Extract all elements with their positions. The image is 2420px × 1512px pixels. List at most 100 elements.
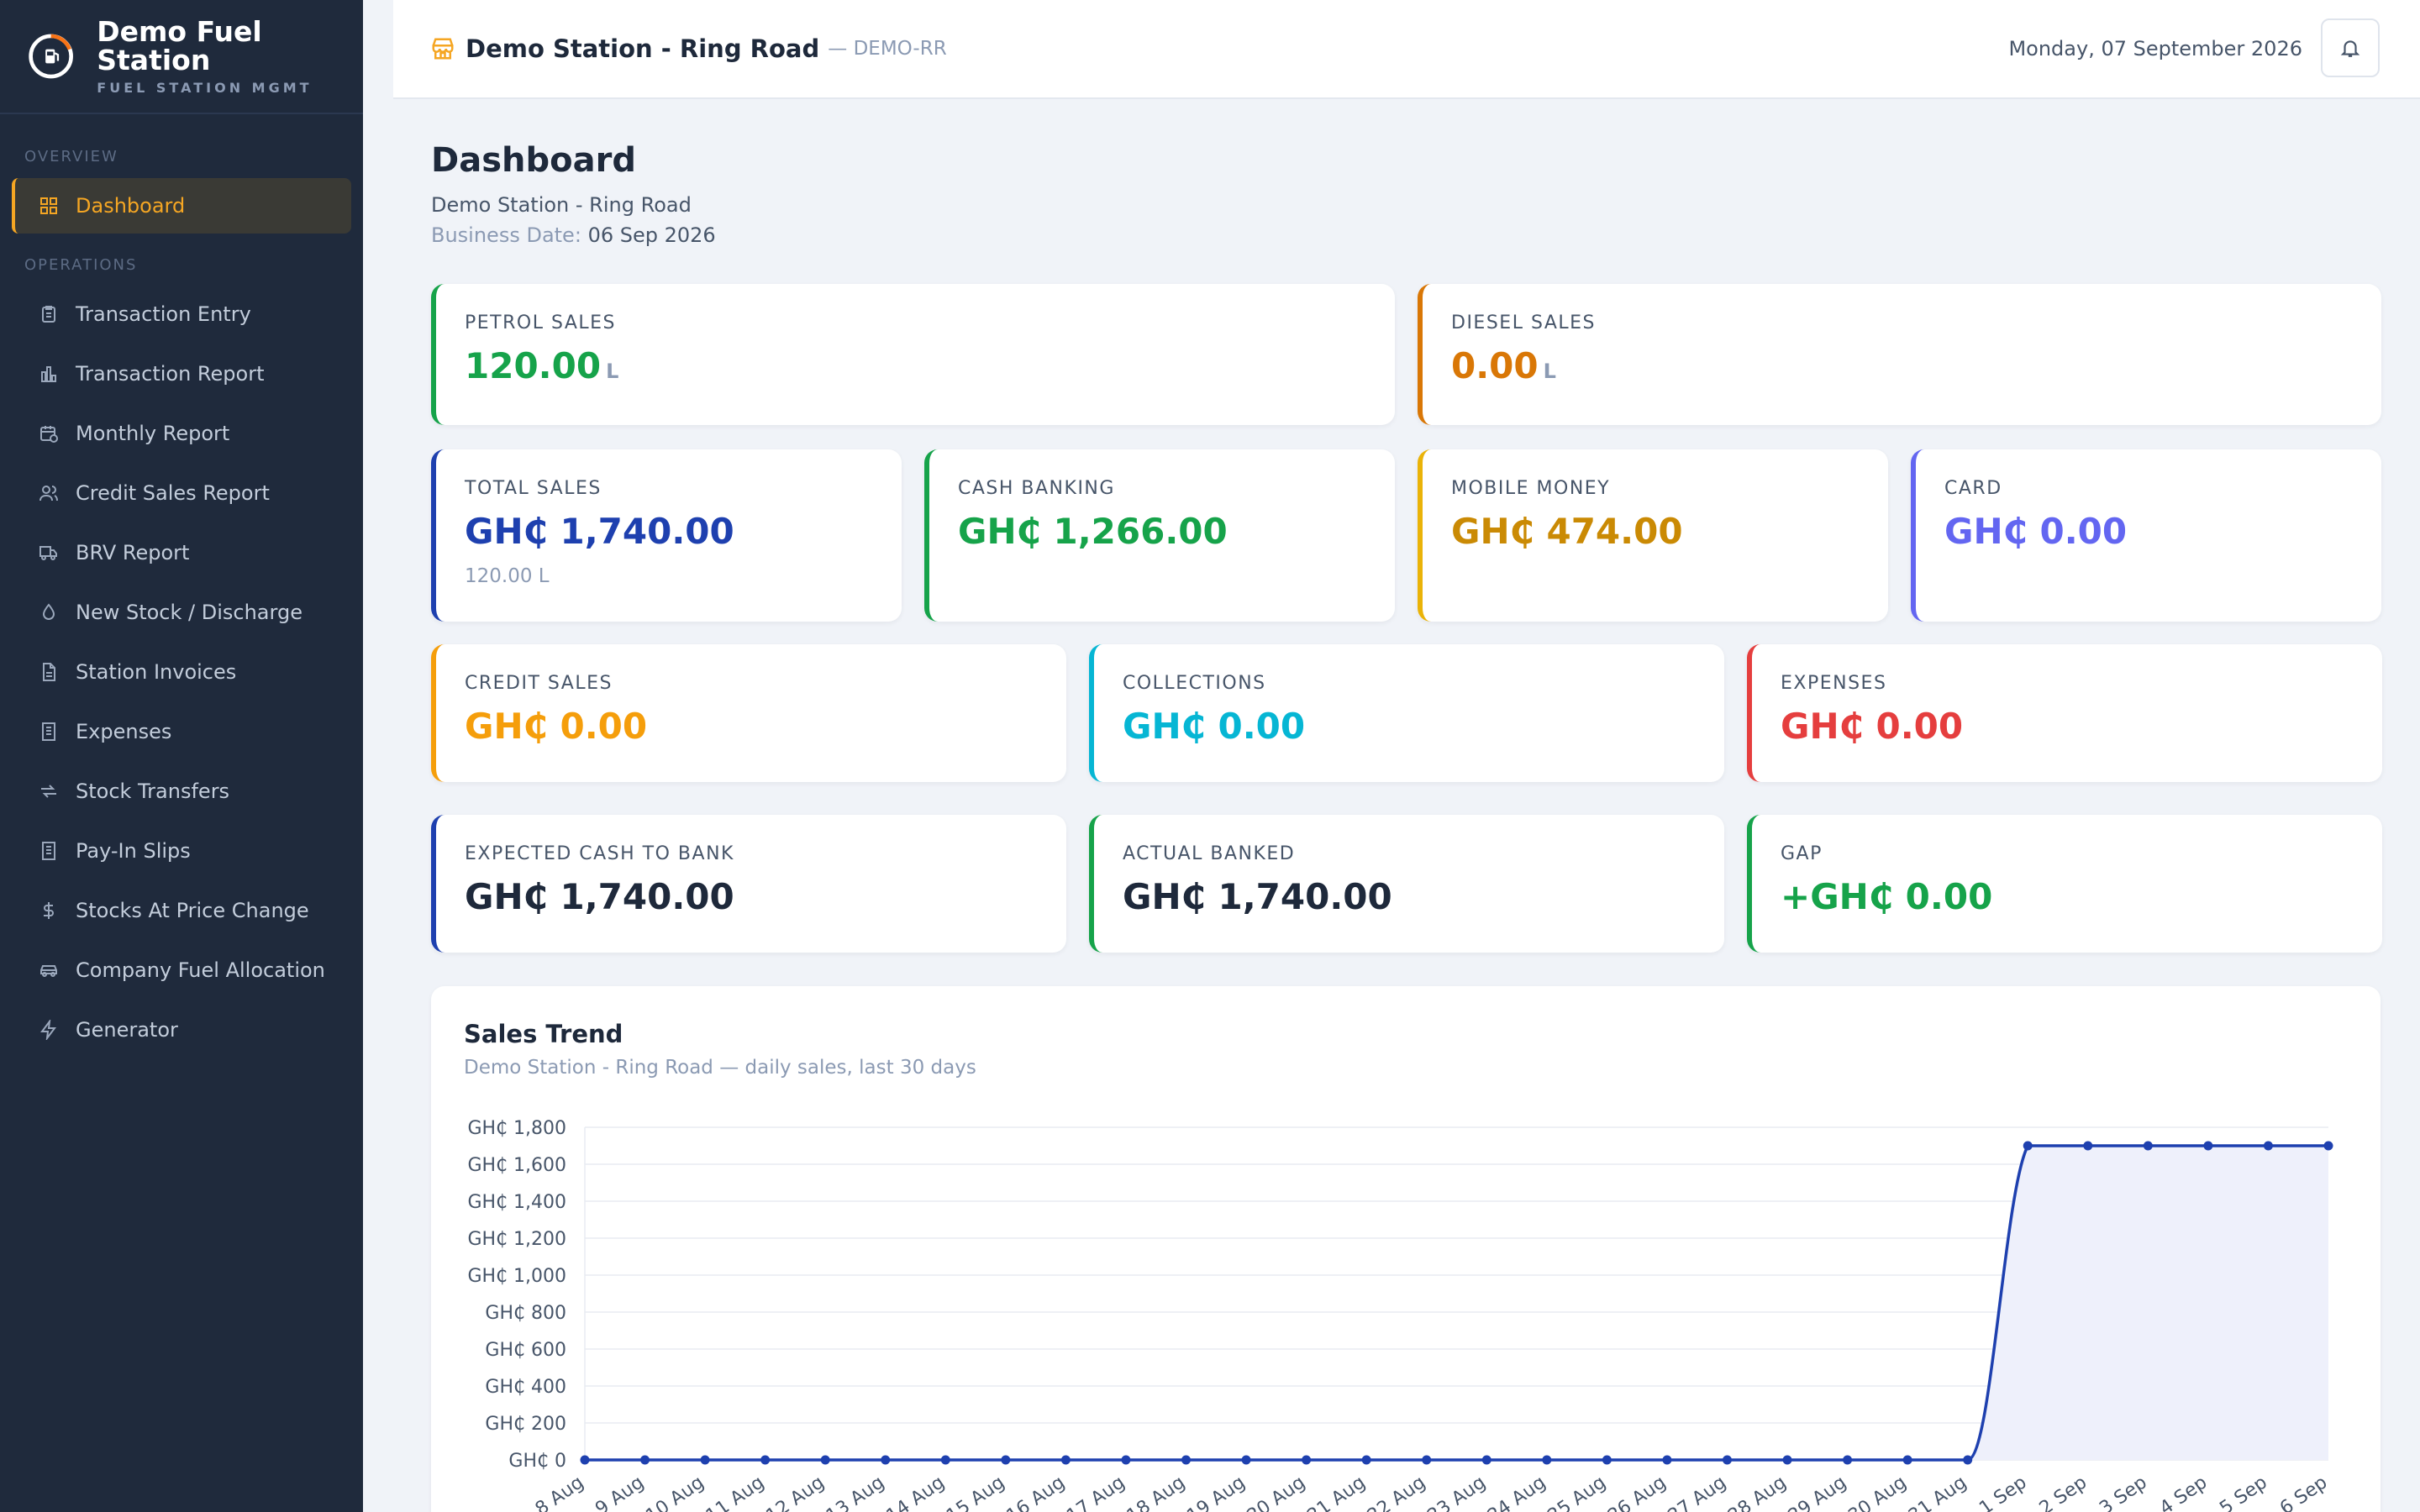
x-tick-label: 21 Aug — [1303, 1472, 1369, 1512]
sidebar-item-transaction-report[interactable]: Transaction Report — [12, 346, 351, 402]
sidebar-item-company-fuel-allocation[interactable]: Company Fuel Allocation — [12, 942, 351, 998]
brand[interactable]: Demo Fuel Station FUEL STATION MGMT — [0, 0, 363, 114]
data-point — [760, 1455, 771, 1465]
clipboard-icon — [37, 302, 60, 326]
data-point — [2083, 1141, 2093, 1151]
card-value: GH₵ 0.00 — [1123, 706, 1306, 747]
x-tick-label: 31 Aug — [1905, 1472, 1970, 1512]
data-point — [1662, 1455, 1672, 1465]
sidebar-item-label: Credit Sales Report — [76, 481, 270, 505]
x-tick-label: 1 Sep — [1975, 1472, 2031, 1512]
grid-icon — [37, 194, 60, 218]
chart-subtitle: Demo Station - Ring Road — daily sales, … — [464, 1057, 976, 1079]
sidebar-item-transaction-entry[interactable]: Transaction Entry — [12, 286, 351, 342]
app-name: Demo Fuel Station — [97, 14, 262, 76]
data-point — [1782, 1455, 1792, 1465]
x-tick-label: 15 Aug — [943, 1472, 1008, 1512]
car-icon — [37, 958, 60, 982]
nav-section-operations: OPERATIONS — [24, 256, 138, 274]
x-tick-label: 29 Aug — [1785, 1472, 1850, 1512]
sales-trend-card: Sales Trend Demo Station - Ring Road — d… — [431, 986, 2381, 1512]
data-point — [1481, 1455, 1491, 1465]
x-tick-label: 25 Aug — [1544, 1472, 1610, 1512]
sidebar-item-dashboard[interactable]: Dashboard — [12, 178, 351, 234]
sidebar-item-label: Transaction Report — [76, 362, 265, 386]
store-icon — [432, 38, 454, 60]
business-date-label: Business Date: — [431, 223, 581, 247]
data-point — [1181, 1455, 1192, 1465]
sales-trend-chart: GH₵ 0 GH₵ 200 GH₵ 400 GH₵ 600 GH₵ 800 GH₵ 1,0… — [467, 1118, 2333, 1512]
users-icon — [37, 481, 60, 505]
card-value: +GH₵ 0.00 — [1781, 876, 1993, 917]
data-point — [1843, 1455, 1853, 1465]
sidebar-item-label: New Stock / Discharge — [76, 601, 302, 624]
app-subtitle: FUEL STATION MGMT — [97, 79, 313, 96]
y-tick-label: GH₵ 1,600 — [467, 1155, 566, 1176]
sidebar-item-credit-sales-report[interactable]: Credit Sales Report — [12, 465, 351, 521]
x-tick-label: 6 Sep — [2276, 1472, 2332, 1512]
card-value: GH₵ 0.00 — [1944, 511, 2128, 552]
notifications-button[interactable] — [2321, 18, 2380, 77]
card-note: 120.00 L — [465, 565, 550, 587]
y-tick-label: GH₵ 1,400 — [467, 1192, 566, 1213]
bell-icon — [2340, 40, 2360, 57]
sidebar-item-label: Transaction Entry — [76, 302, 251, 326]
x-tick-label: 28 Aug — [1724, 1472, 1790, 1512]
arrows-icon — [37, 780, 60, 803]
sidebar-item-label: Company Fuel Allocation — [76, 958, 325, 982]
actual-banked-card: ACTUAL BANKED GH₵ 1,740.00 — [1089, 815, 1724, 953]
data-point — [1302, 1455, 1312, 1465]
series-area — [585, 1146, 2328, 1460]
cash-banking-card: CASH BANKING GH₵ 1,266.00 — [924, 449, 1395, 622]
sidebar-item-stocks-at-price-change[interactable]: Stocks At Price Change — [12, 883, 351, 938]
sidebar-item-label: Generator — [76, 1018, 178, 1042]
sidebar-item-label: Dashboard — [76, 194, 186, 218]
x-tick-label: 16 Aug — [1003, 1472, 1069, 1512]
sidebar-item-generator[interactable]: Generator — [12, 1002, 351, 1058]
sidebar-item-station-invoices[interactable]: Station Invoices — [12, 644, 351, 700]
data-point — [1602, 1455, 1612, 1465]
sidebar-item-brv-report[interactable]: BRV Report — [12, 525, 351, 580]
sidebar-item-stock-transfers[interactable]: Stock Transfers — [12, 764, 351, 819]
file-text-icon — [37, 660, 60, 684]
sidebar-item-monthly-report[interactable]: Monthly Report — [12, 406, 351, 461]
data-point — [1001, 1455, 1011, 1465]
sidebar-item-label: Stocks At Price Change — [76, 899, 309, 922]
x-tick-label: 23 Aug — [1424, 1472, 1490, 1512]
data-point — [2203, 1141, 2213, 1151]
page-title: Dashboard — [431, 141, 636, 180]
data-point — [1542, 1455, 1552, 1465]
sidebar-item-new-stock-discharge[interactable]: New Stock / Discharge — [12, 585, 351, 640]
x-tick-label: 14 Aug — [883, 1472, 949, 1512]
data-point — [2143, 1141, 2153, 1151]
y-tick-label: GH₵ 200 — [485, 1414, 566, 1435]
x-tick-label: 20 Aug — [1244, 1472, 1309, 1512]
expenses-card: EXPENSES GH₵ 0.00 — [1747, 644, 2382, 782]
sidebar-item-label: Station Invoices — [76, 660, 237, 684]
nav-section-overview: OVERVIEW — [24, 148, 118, 165]
card-value: GH₵ 1,740.00 — [465, 511, 734, 552]
card-label: GAP — [1781, 843, 1823, 864]
collections-card: COLLECTIONS GH₵ 0.00 — [1089, 644, 1724, 782]
sidebar-item-pay-in-slips[interactable]: Pay-In Slips — [12, 823, 351, 879]
y-tick-label: GH₵ 0 — [508, 1451, 566, 1472]
fuel-logo-icon — [29, 34, 73, 79]
x-tick-label: 8 Aug — [532, 1472, 588, 1512]
expected-cash-card: EXPECTED CASH TO BANK GH₵ 1,740.00 — [431, 815, 1066, 953]
card-value: 120.00 L — [465, 345, 1395, 386]
header-station-code: — DEMO-RR — [828, 38, 947, 60]
top-header: Demo Station - Ring Road — DEMO-RR Monda… — [393, 0, 2420, 99]
x-tick-label: 18 Aug — [1123, 1472, 1189, 1512]
data-point — [1060, 1455, 1071, 1465]
card-value: GH₵ 0.00 — [1781, 706, 1964, 747]
sidebar-item-expenses[interactable]: Expenses — [12, 704, 351, 759]
sidebar-item-label: BRV Report — [76, 541, 190, 564]
data-point — [2263, 1141, 2273, 1151]
y-tick-label: GH₵ 800 — [485, 1303, 566, 1324]
card-value: GH₵ 1,266.00 — [958, 511, 1228, 552]
x-tick-label: 9 Aug — [592, 1472, 648, 1512]
header-station-name: Demo Station - Ring Road — [466, 34, 820, 63]
diesel-sales-card: DIESEL SALES 0.00 L — [1418, 284, 2381, 425]
calendar-clock-icon — [37, 422, 60, 445]
petrol-sales-card: PETROL SALES 120.00 L — [431, 284, 1395, 425]
